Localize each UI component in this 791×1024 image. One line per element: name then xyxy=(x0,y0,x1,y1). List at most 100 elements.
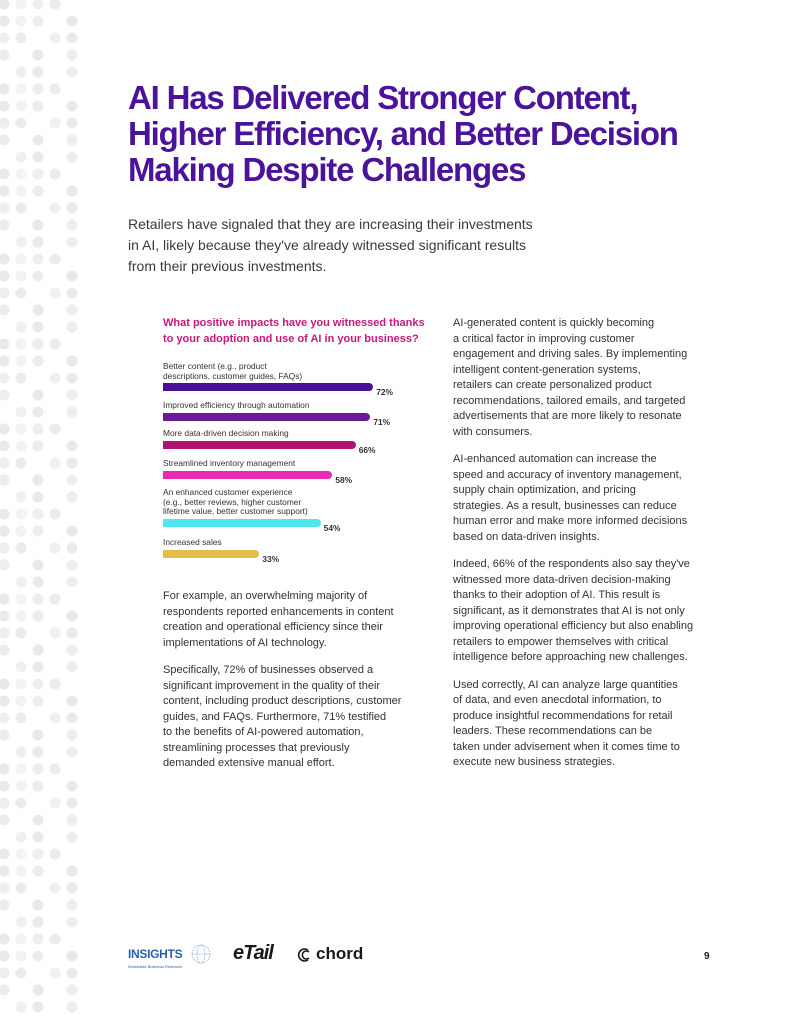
decorative-dot xyxy=(66,916,78,928)
decorative-dot xyxy=(0,100,10,112)
decorative-dot xyxy=(15,168,27,180)
chart-question-line: to your adoption and use of AI in your b… xyxy=(163,332,419,345)
left-text-column: For example, an overwhelming majority of… xyxy=(163,589,428,784)
title-line: Making Despite Challenges xyxy=(128,151,526,188)
decorative-dot xyxy=(0,848,10,860)
page-number: 9 xyxy=(704,951,710,962)
body-line: Used correctly, AI can analyze large qua… xyxy=(453,678,678,691)
value-label: 66% xyxy=(358,444,376,455)
body-line: significant, as it demonstrates that AI … xyxy=(453,604,685,617)
decorative-dot xyxy=(66,117,78,129)
decorative-dot xyxy=(66,49,78,61)
decorative-dot xyxy=(49,83,61,95)
body-line: intelligent content-generation systems, xyxy=(453,363,641,376)
decorative-dot xyxy=(32,746,44,758)
insights-logo-word: INSIGHTS xyxy=(128,947,183,962)
decorative-dot xyxy=(15,916,27,928)
decorative-dot xyxy=(15,372,27,384)
decorative-dot xyxy=(15,627,27,639)
decorative-dot xyxy=(66,151,78,163)
bar xyxy=(163,412,371,421)
body-line: AI-enhanced automation can increase the xyxy=(453,453,657,465)
decorative-dot xyxy=(49,117,61,129)
decorative-dot xyxy=(32,0,44,10)
decorative-dot xyxy=(32,899,44,911)
decorative-dot xyxy=(32,559,44,571)
decorative-dot xyxy=(66,134,78,146)
decorative-dot xyxy=(66,899,78,911)
decorative-dot xyxy=(32,49,44,61)
decorative-dot xyxy=(49,423,61,435)
decorative-dot xyxy=(15,797,27,809)
decorative-dot xyxy=(0,763,10,775)
body-line: execute new business strategies. xyxy=(453,756,616,768)
decorative-dot xyxy=(0,287,10,299)
value-label: 58% xyxy=(335,474,353,485)
decorative-dot xyxy=(49,372,61,384)
decorative-dot xyxy=(0,542,10,554)
decorative-dot xyxy=(0,49,10,61)
decorative-dot xyxy=(66,66,78,78)
decorative-dot xyxy=(15,202,27,214)
decorative-dot xyxy=(32,593,44,605)
decorative-dot xyxy=(66,780,78,792)
decorative-dot xyxy=(15,678,27,690)
decorative-dot xyxy=(49,967,61,979)
decorative-dot xyxy=(15,610,27,622)
decorative-dot xyxy=(0,423,10,435)
decorative-dot xyxy=(0,610,10,622)
decorative-dot xyxy=(32,576,44,588)
decorative-dot xyxy=(15,661,27,673)
body-line: leaders. These recommendations can be xyxy=(453,725,653,737)
decorative-dot xyxy=(32,950,44,962)
body-line: thanks to their adoption of AI. This res… xyxy=(453,589,661,601)
body-line: to the benefits of AI-powered automation… xyxy=(163,726,364,738)
decorative-dot xyxy=(66,661,78,673)
decorative-dot xyxy=(32,831,44,843)
decorative-dot xyxy=(66,236,78,248)
category-label-line: Increased sales xyxy=(163,537,222,547)
category-label-line: Improved efficiency through automation xyxy=(163,400,310,410)
decorative-dot xyxy=(66,406,78,418)
decorative-dot xyxy=(66,814,78,826)
decorative-dot xyxy=(15,848,27,860)
body-line: For example, an overwhelming majority of xyxy=(163,590,368,602)
decorative-dot xyxy=(32,814,44,826)
decorative-dot xyxy=(32,236,44,248)
decorative-dot xyxy=(15,763,27,775)
decorative-dot xyxy=(66,474,78,486)
decorative-dot xyxy=(0,440,10,452)
bar xyxy=(163,518,321,527)
decorative-dot xyxy=(15,423,27,435)
decorative-dot xyxy=(66,219,78,231)
body-line: improving operational efficiency but als… xyxy=(453,620,694,632)
category-label-line: descriptions, customer guides, FAQs) xyxy=(163,370,303,381)
decorative-dot xyxy=(15,746,27,758)
decorative-dot xyxy=(32,933,44,945)
decorative-dot xyxy=(32,610,44,622)
bar xyxy=(163,440,356,449)
body-line: recommendations, tailored emails, and ta… xyxy=(453,394,686,407)
decorative-dot xyxy=(15,0,27,10)
footer-logos: INSIGHTS Worldwide Business Research eTa… xyxy=(128,936,728,976)
decorative-dot xyxy=(15,83,27,95)
intro-line: in AI, likely because they've already wi… xyxy=(128,237,526,253)
body-line: respondents reported enhancements in con… xyxy=(163,605,394,618)
decorative-dot xyxy=(66,525,78,537)
body-line: produce insightful recommendations for r… xyxy=(453,709,673,722)
body-line: significant improvement in the quality o… xyxy=(163,679,381,692)
decorative-dot xyxy=(15,151,27,163)
decorative-dot xyxy=(66,695,78,707)
decorative-dot xyxy=(15,967,27,979)
decorative-dot xyxy=(0,525,10,537)
decorative-dot xyxy=(66,746,78,758)
decorative-dot xyxy=(66,559,78,571)
intro-line: Retailers have signaled that they are in… xyxy=(128,216,533,232)
decorative-dot xyxy=(0,168,10,180)
decorative-dot xyxy=(49,287,61,299)
bar xyxy=(163,383,374,391)
decorative-dot xyxy=(0,270,10,282)
decorative-dot xyxy=(0,372,10,384)
decorative-dot xyxy=(0,32,10,44)
decorative-dot xyxy=(15,593,27,605)
